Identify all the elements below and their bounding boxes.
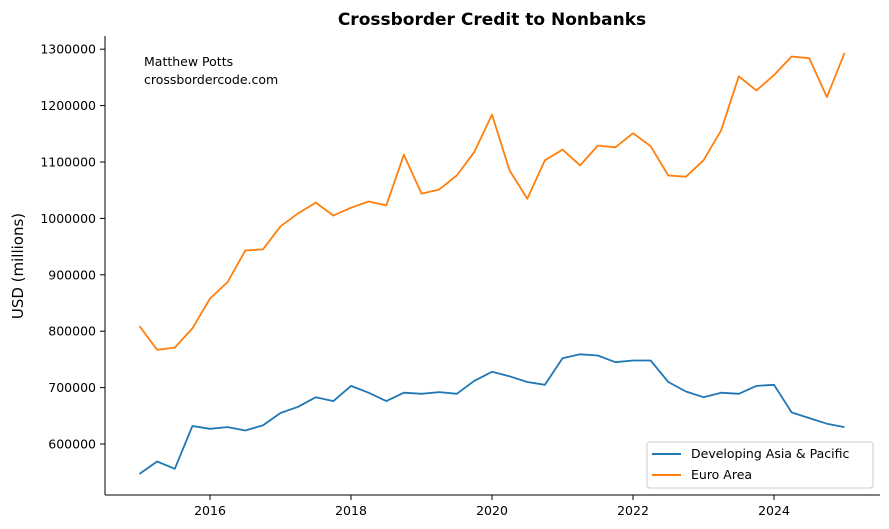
legend-box	[646, 441, 874, 489]
y-axis-ticks: 600000 700000 800000 900000 1000000 1100000 12…	[40, 42, 105, 452]
y-tick-label: 800000	[48, 324, 96, 339]
plot-area	[138, 52, 846, 475]
y-tick-label: 1200000	[40, 98, 96, 113]
x-tick-label: 2022	[617, 503, 649, 518]
x-tick-label: 2018	[335, 503, 367, 518]
x-tick-label: 2016	[194, 503, 226, 518]
y-tick-label: 1000000	[40, 211, 96, 226]
x-tick-label: 2020	[476, 503, 508, 518]
x-axis-ticks: 2016 2018 2020 2022 2024	[194, 495, 790, 518]
legend-label-developing-asia: Developing Asia & Pacific	[691, 446, 850, 461]
legend: Developing Asia & Pacific Euro Area	[646, 441, 874, 489]
chart-title: Crossborder Credit to Nonbanks	[338, 10, 646, 30]
y-tick-label: 600000	[48, 437, 96, 452]
series-line-euro-area	[138, 52, 846, 351]
y-tick-label: 900000	[48, 267, 96, 282]
annotation-author: Matthew Potts	[144, 54, 233, 69]
y-tick-label: 1300000	[40, 42, 96, 57]
y-axis-label: USD (millions)	[9, 213, 27, 319]
y-tick-label: 700000	[48, 380, 96, 395]
y-tick-label: 1100000	[40, 155, 96, 170]
series-line-developing-asia-pacific	[138, 353, 845, 475]
x-tick-label: 2024	[758, 503, 790, 518]
annotation-website: crossbordercode.com	[144, 72, 278, 87]
legend-label-euro-area: Euro Area	[691, 467, 752, 482]
axes: 600000 700000 800000 900000 1000000 1100000 12…	[40, 36, 880, 518]
author-annotation: Matthew Potts crossbordercode.com	[144, 54, 278, 87]
